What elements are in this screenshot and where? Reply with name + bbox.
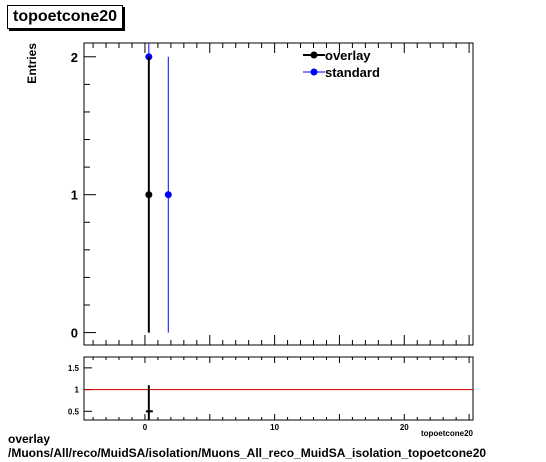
footer-label: overlay — [8, 432, 51, 446]
legend: overlay standard — [303, 48, 380, 80]
main-frame-box — [83, 42, 474, 346]
legend-label-overlay: overlay — [325, 48, 371, 63]
main-data-marks — [145, 43, 172, 333]
ratio-frame-box — [83, 356, 474, 421]
main-axes: 0 1 2 Entries — [25, 43, 470, 345]
ratio-x-tick-label: 0 — [143, 423, 148, 432]
legend-marker-standard — [310, 68, 318, 76]
ratio-x-tick-label: 10 — [270, 423, 279, 432]
ratio-data-marks — [84, 385, 473, 420]
x-axis-label: topoetcone20 — [421, 429, 474, 438]
y-axis-label: Entries — [25, 43, 39, 84]
standard-data-point — [164, 191, 172, 199]
ratio-y-tick-label: 0.5 — [68, 407, 80, 416]
ratio-x-tick-label: 20 — [400, 423, 409, 432]
y-tick-label: 0 — [71, 326, 78, 341]
y-tick-label: 2 — [71, 50, 78, 65]
legend-marker-overlay — [310, 51, 318, 59]
ratio-plot-frame — [83, 356, 474, 421]
y-tick-label: 1 — [71, 188, 78, 203]
ratio-y-tick-label: 1 — [75, 386, 80, 395]
overlay-data-point — [145, 191, 153, 199]
legend-label-standard: standard — [325, 65, 380, 80]
ratio-axes: 0.5 1 1.5 0 10 20 topoetcone20 — [68, 357, 474, 438]
ratio-y-tick-label: 1.5 — [68, 364, 80, 373]
chart-title: topoetcone20 — [7, 5, 124, 29]
footer-path: /Muons/All/reco/MuidSA/isolation/Muons_A… — [8, 446, 487, 460]
main-plot-frame — [83, 42, 474, 346]
